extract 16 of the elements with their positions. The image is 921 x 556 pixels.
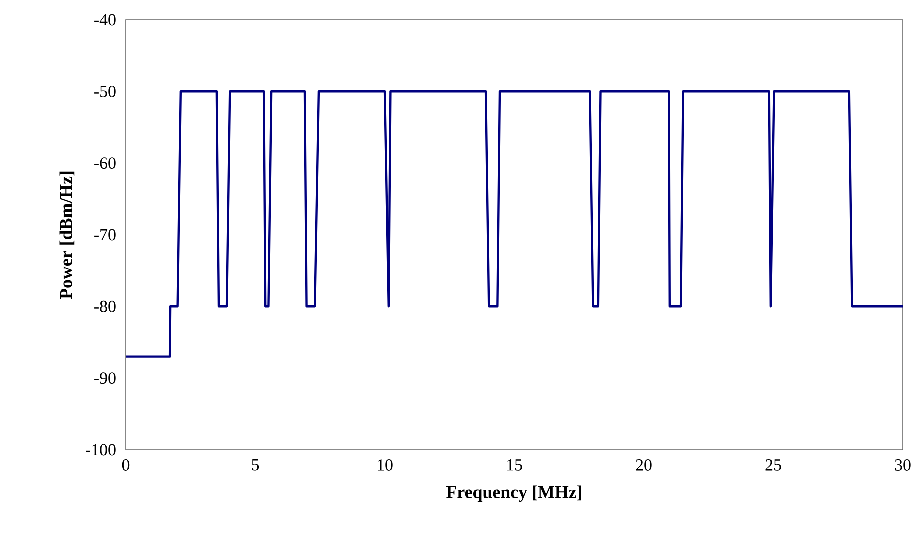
x-tick-label: 0 xyxy=(122,460,130,471)
y-tick-label: -90 xyxy=(94,372,116,384)
x-tick-label: 25 xyxy=(766,460,782,471)
x-axis-title: Frequency [MHz] xyxy=(446,486,582,502)
y-tick-label: -70 xyxy=(94,229,116,241)
y-tick-label: -50 xyxy=(94,86,116,98)
y-tick-label: -80 xyxy=(94,300,116,312)
x-tick-label: 15 xyxy=(508,460,522,471)
x-tick-label: 30 xyxy=(895,460,911,471)
y-tick-label: -100 xyxy=(86,444,116,456)
x-tick-label: 10 xyxy=(378,460,393,471)
x-tick-label: 20 xyxy=(636,460,652,471)
y-axis-title: Power [dBm/Hz] xyxy=(60,172,75,300)
y-tick-label: -60 xyxy=(94,158,116,170)
x-tick-label: 5 xyxy=(252,460,260,471)
y-tick-label: -40 xyxy=(94,14,116,26)
